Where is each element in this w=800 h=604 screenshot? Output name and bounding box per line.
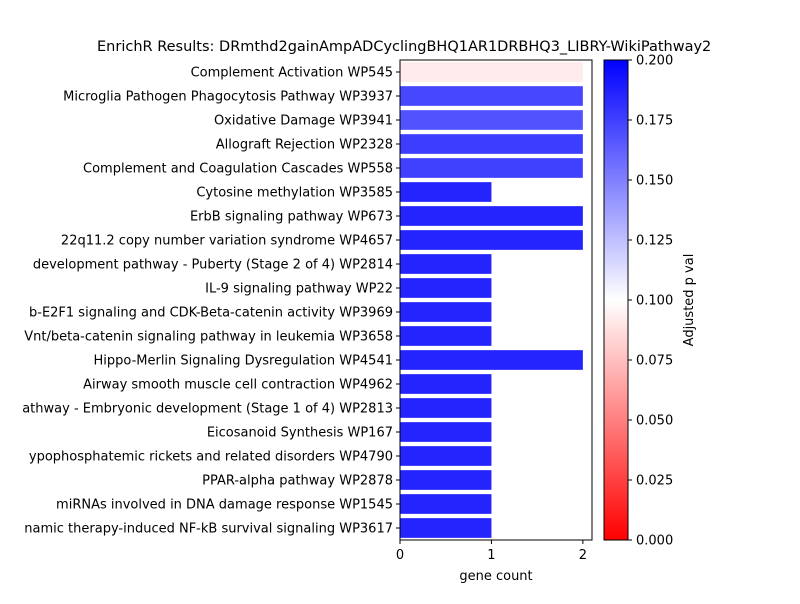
y-tick-label: Eicosanoid Synthesis WP167 bbox=[207, 426, 393, 441]
y-tick-label: Microglia Pathogen Phagocytosis Pathway … bbox=[63, 90, 393, 105]
x-tick-label: 0 bbox=[396, 548, 404, 563]
colorbar-tick-label: 0.000 bbox=[636, 534, 673, 549]
chart-title: EnrichR Results: DRmthd2gainAmpADCycling… bbox=[97, 39, 711, 55]
y-tick-label: Allograft Rejection WP2328 bbox=[216, 138, 393, 153]
y-tick-label: Complement Activation WP545 bbox=[191, 66, 393, 81]
bar bbox=[400, 326, 492, 346]
bar bbox=[400, 398, 492, 418]
bar bbox=[400, 134, 583, 154]
bar bbox=[400, 494, 492, 514]
y-tick-label: Vnt/beta-catenin signaling pathway in le… bbox=[24, 330, 393, 345]
y-tick-label: IL-9 signaling pathway WP22 bbox=[205, 282, 393, 297]
bar bbox=[400, 278, 492, 298]
y-tick-label: ErbB signaling pathway WP673 bbox=[190, 210, 393, 225]
bar bbox=[400, 518, 492, 538]
colorbar bbox=[603, 59, 629, 541]
y-tick-label: athway - Embryonic development (Stage 1 … bbox=[22, 402, 393, 417]
y-tick-label: miRNAs involved in DNA damage response W… bbox=[56, 498, 393, 513]
y-tick-labels: Complement Activation WP545 Microglia Pat… bbox=[22, 66, 400, 537]
y-tick-label: ypophosphatemic rickets and related diso… bbox=[29, 450, 393, 465]
y-tick-label: Oxidative Damage WP3941 bbox=[214, 114, 393, 129]
bar bbox=[400, 230, 583, 250]
colorbar-ticks: 0.000 0.025 0.050 0.075 0.100 0.125 0.150 0.175… bbox=[628, 54, 673, 549]
colorbar-tick-label: 0.125 bbox=[636, 234, 673, 249]
y-tick-label: namic therapy-induced NF-kB survival sig… bbox=[24, 522, 393, 537]
colorbar-tick-label: 0.025 bbox=[636, 474, 673, 489]
bars-layer bbox=[400, 62, 583, 538]
colorbar-tick-label: 0.050 bbox=[636, 414, 673, 429]
bar bbox=[400, 422, 492, 442]
bar bbox=[400, 62, 583, 82]
y-tick-label: 22q11.2 copy number variation syndrome W… bbox=[61, 234, 393, 249]
bar bbox=[400, 350, 583, 370]
bar bbox=[400, 374, 492, 394]
bar bbox=[400, 158, 583, 178]
bar bbox=[400, 254, 492, 274]
colorbar-tick-label: 0.200 bbox=[636, 54, 673, 69]
bar bbox=[400, 302, 492, 322]
colorbar-tick-label: 0.150 bbox=[636, 174, 673, 189]
y-tick-label: Hippo-Merlin Signaling Dysregulation WP4… bbox=[93, 354, 393, 369]
bar bbox=[400, 182, 492, 202]
colorbar-tick-label: 0.100 bbox=[636, 294, 673, 309]
bar bbox=[400, 446, 492, 466]
bar bbox=[400, 206, 583, 226]
y-tick-label: development pathway - Puberty (Stage 2 o… bbox=[33, 258, 393, 273]
colorbar-label: Adjusted p val bbox=[682, 254, 697, 347]
x-tick-label: 2 bbox=[579, 548, 587, 563]
y-tick-label: Complement and Coagulation Cascades WP55… bbox=[83, 162, 393, 177]
y-tick-label: Cytosine methylation WP3585 bbox=[196, 186, 393, 201]
y-tick-label: PPAR-alpha pathway WP2878 bbox=[202, 474, 393, 489]
x-axis-label: gene count bbox=[459, 569, 532, 584]
bar bbox=[400, 110, 583, 130]
bar bbox=[400, 470, 492, 490]
bar bbox=[400, 86, 583, 106]
y-tick-label: Airway smooth muscle cell contraction WP… bbox=[83, 378, 393, 393]
x-tick-label: 1 bbox=[487, 548, 495, 563]
colorbar-tick-label: 0.175 bbox=[636, 114, 673, 129]
colorbar-tick-label: 0.075 bbox=[636, 354, 673, 369]
x-axis: 0 1 2 bbox=[396, 540, 587, 563]
plot-frame bbox=[399, 59, 593, 541]
y-tick-label: b-E2F1 signaling and CDK-Beta-catenin ac… bbox=[29, 306, 393, 321]
